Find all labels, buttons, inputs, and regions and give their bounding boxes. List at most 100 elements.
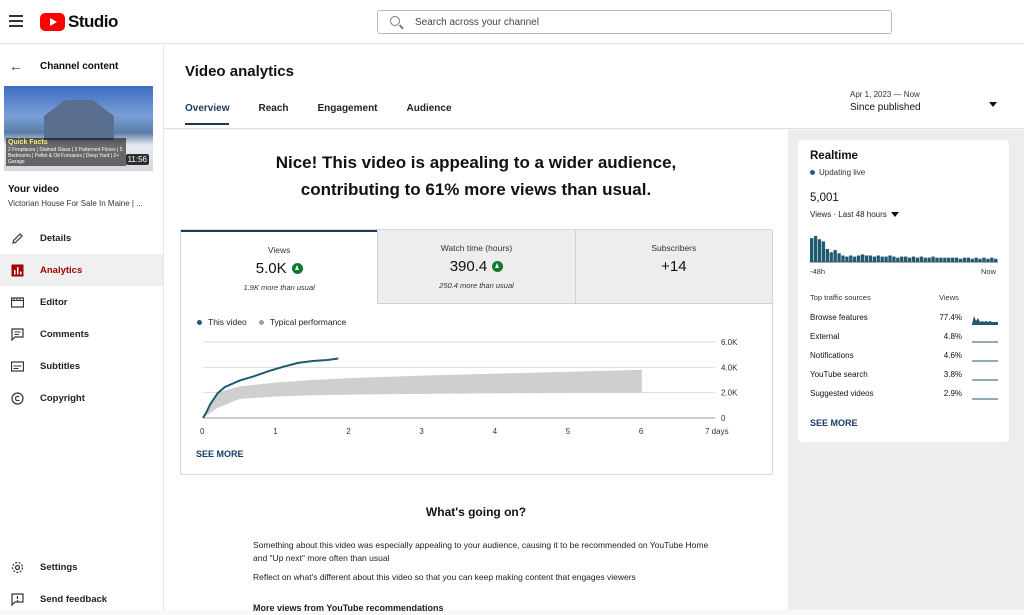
metric-tab-watch-time[interactable]: Watch time (hours) 390.4 250.4 more than… xyxy=(377,230,575,304)
logo-text: Studio xyxy=(68,12,118,31)
thumbnail-details: 2 Fireplaces | Stained Glass | 3 Pattern… xyxy=(8,147,123,165)
realtime-range-selector[interactable]: Views · Last 48 hours xyxy=(810,210,899,219)
video-title[interactable]: Victorian House For Sale In Maine | ... xyxy=(8,199,143,208)
whats-going-on-heading: What's going on? xyxy=(425,505,527,519)
traffic-row: Notifications 4.6% xyxy=(810,351,1000,365)
search-input[interactable] xyxy=(415,14,875,30)
traffic-sparkline xyxy=(972,316,998,325)
sidebar-item-label: Analytics xyxy=(40,264,83,276)
sidebar-item-label: Details xyxy=(40,232,72,244)
realtime-bar xyxy=(829,252,833,262)
metric-label: Subscribers xyxy=(651,243,697,253)
sidebar-item-settings[interactable]: Settings xyxy=(0,551,163,583)
legend-item-this-video: This video xyxy=(197,317,247,327)
analytics-tabs: Overview Reach Engagement Audience xyxy=(185,103,481,125)
metric-tabs: Views 5.0K 1.9K more than usual Watch ti… xyxy=(181,230,772,304)
traffic-views-header: Views xyxy=(939,293,959,302)
headline-line-2: contributing to 61% more views than usua… xyxy=(300,180,652,199)
range-label: Views · Last 48 hours xyxy=(810,210,887,219)
metric-value: +14 xyxy=(661,258,687,275)
x-tick-label: 4 xyxy=(493,427,498,436)
realtime-see-more-link[interactable]: SEE MORE xyxy=(810,418,858,428)
video-thumbnail[interactable]: Quick Facts 2 Fireplaces | Stained Glass… xyxy=(4,86,153,171)
thumbnail-headline: Quick Facts xyxy=(8,139,48,146)
menu-icon[interactable] xyxy=(9,15,23,27)
realtime-bar xyxy=(837,253,841,262)
date-range-selector[interactable]: Apr 1, 2023 — Now Since published xyxy=(850,90,921,113)
legend-dot xyxy=(258,319,264,325)
realtime-bar xyxy=(935,257,939,262)
headline-line-1: Nice! This video is appealing to a wider… xyxy=(275,153,677,172)
x-tick-label: 5 xyxy=(566,427,571,436)
realtime-bar xyxy=(911,256,916,262)
traffic-row: External 4.8% xyxy=(810,332,1000,346)
realtime-bar xyxy=(970,258,974,262)
realtime-bar xyxy=(876,255,880,262)
subtitles-icon xyxy=(10,359,24,373)
sidebar-item-send-feedback[interactable]: Send feedback xyxy=(0,583,163,615)
sidebar-item-details[interactable]: Details xyxy=(0,222,163,254)
status-text: Updating live xyxy=(819,168,866,177)
sidebar-item-comments[interactable]: Comments xyxy=(0,318,163,350)
realtime-bar xyxy=(982,257,986,262)
realtime-bar xyxy=(860,254,865,262)
back-label: Channel content xyxy=(40,60,119,72)
main-content: Nice! This video is appealing to a wider… xyxy=(164,130,788,613)
legend-label: Typical performance xyxy=(269,317,347,327)
realtime-views-count: 5,001 xyxy=(810,192,839,204)
realtime-panel: Realtime Updating live 5,001 Views · Las… xyxy=(788,130,1024,610)
metric-tab-views[interactable]: Views 5.0K 1.9K more than usual xyxy=(181,230,378,304)
sidebar-item-copyright[interactable]: Copyright xyxy=(0,382,163,414)
realtime-bar xyxy=(810,238,814,262)
tab-engagement[interactable]: Engagement xyxy=(317,103,378,114)
realtime-bar xyxy=(927,257,931,262)
realtime-bar xyxy=(880,256,884,262)
caret-down-icon[interactable] xyxy=(989,102,997,107)
arrow-up-icon xyxy=(492,261,504,272)
axis-end-label: Now xyxy=(981,267,997,276)
live-dot-icon xyxy=(810,170,815,175)
traffic-sources-header: Top traffic sources xyxy=(810,293,871,302)
tab-audience[interactable]: Audience xyxy=(406,103,452,114)
sidebar-item-analytics[interactable]: Analytics xyxy=(0,254,163,286)
sidebar-item-label: Comments xyxy=(40,328,90,340)
realtime-bar xyxy=(962,257,967,262)
tab-reach[interactable]: Reach xyxy=(258,103,289,114)
comment-icon xyxy=(10,327,24,341)
search-box[interactable] xyxy=(377,10,892,34)
tab-overview[interactable]: Overview xyxy=(185,103,230,125)
y-tick-label: 2.0K xyxy=(721,389,738,398)
feedback-icon xyxy=(10,592,24,606)
realtime-bar xyxy=(813,236,818,262)
date-range-sub: Apr 1, 2023 — Now xyxy=(850,90,920,99)
insight-headline: Nice! This video is appealing to a wider… xyxy=(164,149,788,203)
film-icon xyxy=(10,295,24,309)
arrow-up-icon xyxy=(291,263,303,274)
metric-note: 250.4 more than usual xyxy=(439,281,514,290)
traffic-sparkline xyxy=(972,341,998,343)
x-tick-label: 7 days xyxy=(705,427,729,436)
sidebar-item-subtitles[interactable]: Subtitles xyxy=(0,350,163,382)
traffic-source: YouTube search xyxy=(810,370,868,379)
realtime-bar xyxy=(943,257,947,262)
realtime-bar xyxy=(817,239,822,262)
studio-logo[interactable]: Studio xyxy=(40,12,118,32)
x-tick-label: 0 xyxy=(200,427,205,436)
see-more-link[interactable]: SEE MORE xyxy=(196,449,244,459)
realtime-bar xyxy=(990,257,994,262)
realtime-bar xyxy=(821,241,826,262)
realtime-bar xyxy=(884,256,888,262)
metric-tab-subscribers[interactable]: Subscribers +14 xyxy=(574,230,772,304)
gear-icon xyxy=(10,560,24,574)
realtime-bar xyxy=(900,256,904,262)
sidebar-item-editor[interactable]: Editor xyxy=(0,286,163,318)
house-image xyxy=(44,100,114,140)
back-to-channel-content[interactable]: ← Channel content xyxy=(9,58,118,74)
caret-down-icon xyxy=(890,212,899,217)
legend-label: This video xyxy=(208,317,247,327)
analytics-header: Video analytics Overview Reach Engagemen… xyxy=(164,45,1024,129)
traffic-pct: 3.8% xyxy=(943,370,962,379)
your-video-label: Your video xyxy=(8,184,59,195)
analytics-icon xyxy=(10,263,24,277)
y-tick-label: 6.0K xyxy=(721,338,738,347)
